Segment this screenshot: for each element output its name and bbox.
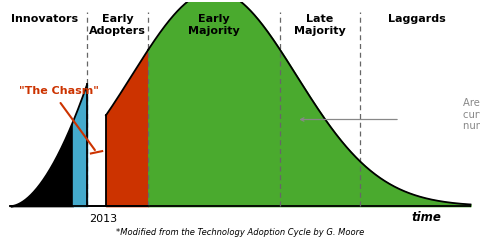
Text: Laggards: Laggards [387, 14, 445, 24]
Text: Area under the
curve represents
number of users: Area under the curve represents number o… [464, 98, 480, 131]
Text: Early
Majority: Early Majority [188, 14, 240, 36]
Text: "The Chasm": "The Chasm" [19, 86, 99, 96]
Text: Early
Adopters: Early Adopters [89, 14, 146, 36]
Text: *Modified from the Technology Adoption Cycle by G. Moore: *Modified from the Technology Adoption C… [116, 228, 364, 237]
Text: Late
Majority: Late Majority [294, 14, 346, 36]
Text: Innovators: Innovators [11, 14, 78, 24]
Text: time: time [412, 211, 442, 224]
Text: 2013: 2013 [89, 214, 118, 224]
